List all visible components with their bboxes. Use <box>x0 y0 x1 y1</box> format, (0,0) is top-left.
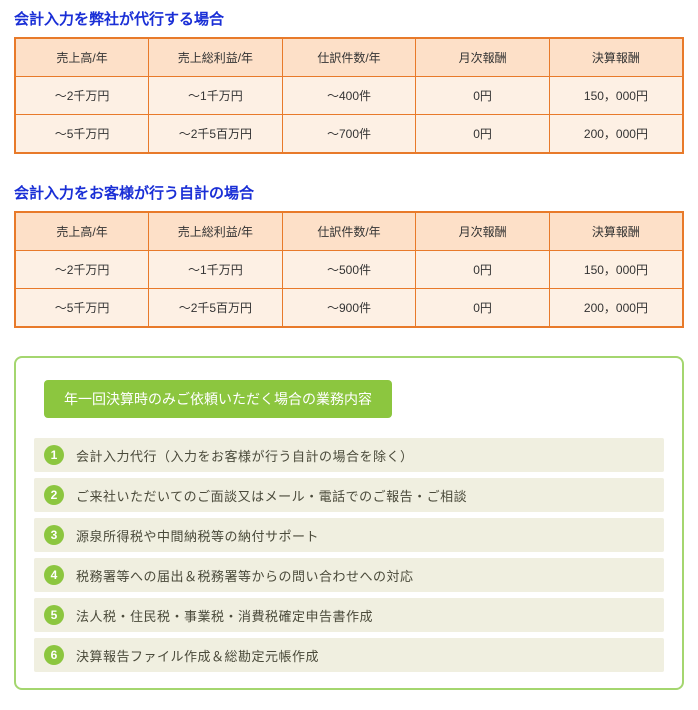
table-col-header: 売上高/年 <box>15 38 149 77</box>
table-cell: 200，000円 <box>549 115 683 154</box>
table-row: ～5千万円～2千5百万円～900件0円200，000円 <box>15 289 683 328</box>
service-item: 3 源泉所得税や中間納税等の納付サポート <box>34 518 664 552</box>
service-item: 2 ご来社いただいてのご面談又はメール・電話でのご報告・ご相談 <box>34 478 664 512</box>
item-text: 決算報告ファイル作成＆総勘定元帳作成 <box>76 646 319 665</box>
item-number-badge: 3 <box>44 525 64 545</box>
item-number-badge: 2 <box>44 485 64 505</box>
item-number-badge: 5 <box>44 605 64 625</box>
heading-2: 会計入力をお客様が行う自計の場合 <box>14 182 684 203</box>
table-header-row: 売上高/年売上総利益/年仕訳件数/年月次報酬決算報酬 <box>15 38 683 77</box>
section-agent-entry: 会計入力を弊社が代行する場合 売上高/年売上総利益/年仕訳件数/年月次報酬決算報… <box>14 8 684 154</box>
table-cell: 150，000円 <box>549 77 683 115</box>
heading-1: 会計入力を弊社が代行する場合 <box>14 8 684 29</box>
table-cell: ～2千万円 <box>15 77 149 115</box>
table-col-header: 仕訳件数/年 <box>282 38 416 77</box>
service-item: 4 税務署等への届出＆税務署等からの問い合わせへの対応 <box>34 558 664 592</box>
table-cell: ～500件 <box>282 251 416 289</box>
table-cell: ～1千万円 <box>149 251 283 289</box>
table-cell: ～1千万円 <box>149 77 283 115</box>
service-item: 6 決算報告ファイル作成＆総勘定元帳作成 <box>34 638 664 672</box>
item-text: 法人税・住民税・事業税・消費税確定申告書作成 <box>76 606 373 625</box>
service-item: 5 法人税・住民税・事業税・消費税確定申告書作成 <box>34 598 664 632</box>
price-table-1: 売上高/年売上総利益/年仕訳件数/年月次報酬決算報酬 ～2千万円～1千万円～40… <box>14 37 684 154</box>
table-cell: ～5千万円 <box>15 115 149 154</box>
box-title: 年一回決算時のみご依頼いただく場合の業務内容 <box>44 380 392 418</box>
table-cell: ～2千5百万円 <box>149 289 283 328</box>
table-col-header: 売上高/年 <box>15 212 149 251</box>
table-col-header: 月次報酬 <box>416 38 550 77</box>
table-cell: 0円 <box>416 77 550 115</box>
table-col-header: 月次報酬 <box>416 212 550 251</box>
table-col-header: 仕訳件数/年 <box>282 212 416 251</box>
table-cell: 0円 <box>416 251 550 289</box>
table-cell: 0円 <box>416 289 550 328</box>
table-cell: ～400件 <box>282 77 416 115</box>
table-cell: ～2千万円 <box>15 251 149 289</box>
item-text: 税務署等への届出＆税務署等からの問い合わせへの対応 <box>76 566 414 585</box>
table-col-header: 売上総利益/年 <box>149 212 283 251</box>
table-cell: ～5千万円 <box>15 289 149 328</box>
table-cell: ～700件 <box>282 115 416 154</box>
table-row: ～2千万円～1千万円～400件0円150，000円 <box>15 77 683 115</box>
item-text: ご来社いただいてのご面談又はメール・電話でのご報告・ご相談 <box>76 486 467 505</box>
table-cell: ～2千5百万円 <box>149 115 283 154</box>
table-header-row: 売上高/年売上総利益/年仕訳件数/年月次報酬決算報酬 <box>15 212 683 251</box>
price-table-2: 売上高/年売上総利益/年仕訳件数/年月次報酬決算報酬 ～2千万円～1千万円～50… <box>14 211 684 328</box>
service-item: 1 会計入力代行（入力をお客様が行う自計の場合を除く） <box>34 438 664 472</box>
service-scope-box: 年一回決算時のみご依頼いただく場合の業務内容 1 会計入力代行（入力をお客様が行う… <box>14 356 684 690</box>
table-col-header: 売上総利益/年 <box>149 38 283 77</box>
item-number-badge: 1 <box>44 445 64 465</box>
item-number-badge: 6 <box>44 645 64 665</box>
item-number-badge: 4 <box>44 565 64 585</box>
item-text: 源泉所得税や中間納税等の納付サポート <box>76 526 319 545</box>
table-row: ～5千万円～2千5百万円～700件0円200，000円 <box>15 115 683 154</box>
section-self-entry: 会計入力をお客様が行う自計の場合 売上高/年売上総利益/年仕訳件数/年月次報酬決… <box>14 182 684 328</box>
table-cell: 200，000円 <box>549 289 683 328</box>
table-cell: 0円 <box>416 115 550 154</box>
item-text: 会計入力代行（入力をお客様が行う自計の場合を除く） <box>76 446 414 465</box>
table-col-header: 決算報酬 <box>549 38 683 77</box>
table-cell: ～900件 <box>282 289 416 328</box>
table-col-header: 決算報酬 <box>549 212 683 251</box>
table-row: ～2千万円～1千万円～500件0円150，000円 <box>15 251 683 289</box>
table-cell: 150，000円 <box>549 251 683 289</box>
